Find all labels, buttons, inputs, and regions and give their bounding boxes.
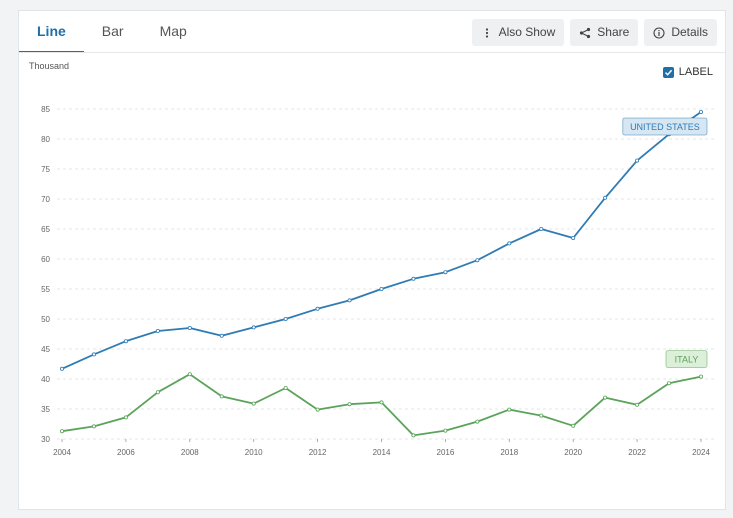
data-point bbox=[411, 276, 416, 281]
y-tick-label: 80 bbox=[41, 135, 50, 144]
data-point bbox=[251, 325, 256, 330]
data-point bbox=[539, 413, 544, 418]
also-show-button[interactable]: Also Show bbox=[471, 19, 565, 46]
x-tick-label: 2016 bbox=[437, 448, 455, 457]
data-point bbox=[699, 374, 704, 379]
x-tick-label: 2006 bbox=[117, 448, 135, 457]
share-icon bbox=[579, 27, 591, 39]
data-point bbox=[91, 352, 96, 357]
data-point bbox=[667, 381, 672, 386]
view-tabs: Line Bar Map bbox=[19, 11, 205, 53]
share-button[interactable]: Share bbox=[570, 19, 639, 46]
y-tick-label: 65 bbox=[41, 225, 50, 234]
data-point bbox=[187, 372, 192, 377]
chart-panel: Line Bar Map Also Show Share Details Tho… bbox=[18, 10, 726, 510]
x-tick-label: 2022 bbox=[628, 448, 646, 457]
data-point bbox=[603, 195, 608, 200]
x-tick-label: 2024 bbox=[692, 448, 710, 457]
tab-divider bbox=[19, 52, 725, 53]
data-point bbox=[379, 286, 384, 291]
details-button[interactable]: Details bbox=[644, 19, 717, 46]
x-tick-label: 2012 bbox=[309, 448, 327, 457]
label-checkbox[interactable] bbox=[662, 66, 674, 78]
series-end-label-box bbox=[622, 117, 708, 136]
data-point bbox=[155, 328, 160, 333]
checkmark-icon bbox=[664, 69, 672, 76]
tab-bar[interactable]: Bar bbox=[101, 23, 124, 39]
y-tick-label: 55 bbox=[41, 285, 50, 294]
y-tick-label: 85 bbox=[41, 105, 50, 114]
x-tick-label: 2018 bbox=[500, 448, 518, 457]
data-point bbox=[123, 339, 128, 344]
series-end-label: UNITED STATES bbox=[630, 122, 700, 132]
x-tick-label: 2010 bbox=[245, 448, 263, 457]
data-point bbox=[283, 385, 288, 390]
data-point bbox=[475, 258, 480, 263]
info-icon bbox=[653, 26, 665, 39]
label-toggle[interactable]: LABEL bbox=[662, 66, 713, 78]
y-tick-label: 60 bbox=[41, 255, 50, 264]
data-point bbox=[539, 226, 544, 231]
data-point bbox=[571, 235, 576, 240]
y-tick-label: 50 bbox=[41, 315, 50, 324]
data-point bbox=[475, 419, 480, 424]
data-point bbox=[443, 428, 448, 433]
data-point bbox=[283, 316, 288, 321]
y-tick-label: 35 bbox=[41, 405, 50, 414]
data-point bbox=[315, 306, 320, 311]
data-point bbox=[699, 110, 704, 115]
series-italy: ITALY bbox=[60, 350, 708, 438]
series-united-states: UNITED STATES bbox=[60, 110, 708, 371]
data-point bbox=[635, 158, 640, 163]
data-point bbox=[443, 270, 448, 275]
x-tick-label: 2014 bbox=[373, 448, 391, 457]
data-point bbox=[347, 402, 352, 407]
line-chart: 30 35 40 45 50 55 60 65 70 75 80 85 2004 2006 2008 2010… bbox=[41, 105, 715, 457]
data-point bbox=[507, 407, 512, 412]
data-point bbox=[123, 415, 128, 420]
data-point bbox=[219, 333, 224, 338]
label-toggle-text: LABEL bbox=[678, 66, 713, 78]
data-point bbox=[379, 400, 384, 405]
x-tick-label: 2008 bbox=[181, 448, 199, 457]
data-point bbox=[60, 429, 65, 434]
data-point bbox=[251, 401, 256, 406]
data-point bbox=[91, 424, 96, 429]
also-show-label: Also Show bbox=[498, 25, 556, 39]
action-toolbar: Also Show Share Details bbox=[471, 19, 717, 46]
x-tick-label: 2020 bbox=[564, 448, 582, 457]
x-tick-label: 2004 bbox=[53, 448, 71, 457]
series-end-label-box bbox=[665, 350, 708, 369]
data-point bbox=[60, 366, 65, 371]
y-unit-label: Thousand bbox=[29, 61, 70, 71]
tab-map[interactable]: Map bbox=[159, 23, 187, 39]
data-point bbox=[219, 394, 224, 399]
y-tick-label: 75 bbox=[41, 165, 50, 174]
y-tick-label: 70 bbox=[41, 195, 50, 204]
footer-divider bbox=[19, 509, 174, 510]
data-point bbox=[507, 241, 512, 246]
more-vertical-icon bbox=[481, 27, 493, 39]
data-point bbox=[635, 402, 640, 407]
share-label: Share bbox=[597, 25, 630, 39]
y-tick-label: 40 bbox=[41, 375, 50, 384]
series-end-label: ITALY bbox=[675, 355, 699, 365]
series-line bbox=[61, 373, 702, 437]
data-point bbox=[187, 325, 192, 330]
data-point bbox=[347, 298, 352, 303]
data-point bbox=[315, 407, 320, 412]
data-point bbox=[571, 423, 576, 428]
details-label: Details bbox=[671, 25, 708, 39]
data-point bbox=[155, 390, 160, 395]
data-point bbox=[411, 433, 416, 438]
y-tick-label: 30 bbox=[41, 435, 50, 444]
y-tick-label: 45 bbox=[41, 345, 50, 354]
data-point bbox=[603, 395, 608, 400]
